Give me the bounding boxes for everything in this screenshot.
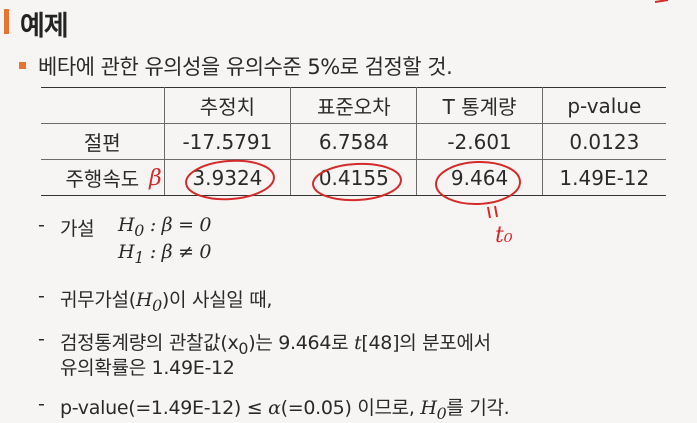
dash-bullet: - [38,328,45,350]
bullet-square-icon [19,62,26,69]
table-cell: 3.9324 [163,159,292,196]
table-cell: 0.4155 [290,159,418,196]
table-cell: 6.7584 [290,123,418,160]
top-right-stroke [654,0,669,3]
problem-statement: 베타에 관한 유의성을 유의수준 5%로 검정할 것. [38,55,453,79]
table-cell: 0.0123 [541,123,666,160]
row-label: 주행속도 [41,159,165,196]
hypothesis-label: 가설 [60,218,95,240]
t0-handwritten-mark: t₀ [495,223,513,248]
table-header-row: 추정치 표준오차 T 통계량 p-value [41,87,666,124]
page-title: 예제 [20,11,69,42]
table-header-cell [41,87,165,124]
null-true-statement: 귀무가설(H0)이 사실일 때, [60,289,273,315]
table-header-cell: p-value [541,87,666,124]
conclusion-line: p-value(=1.49E-12) ≤ α(=0.05) 이므로, H0를 기… [60,397,510,423]
alternative-hypothesis: H1 : β ≠ 0 [118,241,212,267]
table-header-cell: 표준오차 [290,87,418,124]
table-row: 주행속도 3.9324 0.4155 9.464 1.49E-12 [41,159,666,196]
title-accent-bar [4,9,9,34]
test-statistic-line1: 검정통계량의 관찰값(x0)는 9.464로 t[48]의 분포에서 [60,332,491,358]
dash-bullet: - [38,285,45,307]
row-label: 절편 [41,123,165,160]
circle-tstat-mark [435,160,521,206]
test-statistic-line2: 유의확률은 1.49E-12 [60,357,235,379]
table-cell: -2.601 [416,123,543,160]
circle-estimate-mark [185,159,275,201]
dash-bullet: - [38,393,45,415]
table-cell: 1.49E-12 [541,159,666,196]
beta-handwritten-mark: β [149,166,162,191]
table-row: 절편 -17.5791 6.7584 -2.601 0.0123 [41,123,666,160]
circle-stderr-mark [312,162,402,202]
null-hypothesis: H0 : β = 0 [118,214,212,240]
dash-bullet: - [38,214,45,236]
equals-mark [487,205,498,219]
regression-table: 추정치 표준오차 T 통계량 p-value 절편 -17.5791 6.758… [41,87,666,196]
